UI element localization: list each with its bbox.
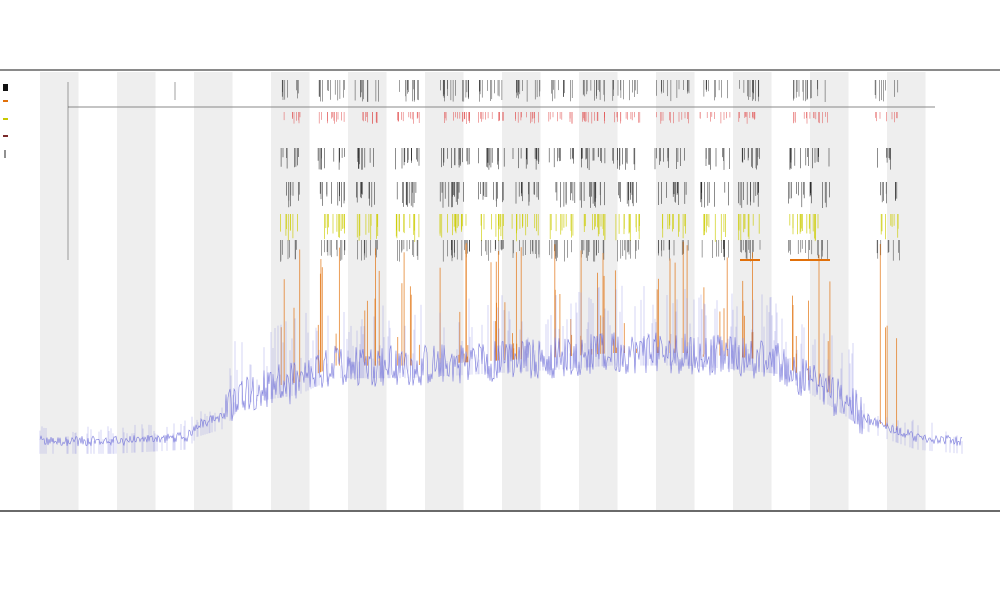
feature-tracks <box>67 80 900 262</box>
background-band <box>348 72 387 510</box>
spike-series <box>280 241 898 430</box>
legend <box>3 84 8 158</box>
coverage-series-noise <box>39 285 963 454</box>
background-band <box>271 72 310 510</box>
background-band <box>887 72 926 510</box>
background-band <box>425 72 464 510</box>
legend-marker-4 <box>3 135 8 137</box>
background-band <box>810 72 849 510</box>
background-band <box>40 72 79 510</box>
background-bands <box>40 72 926 510</box>
background-band <box>194 72 233 510</box>
coverage-series-line <box>39 332 963 447</box>
legend-marker-1 <box>3 84 8 91</box>
